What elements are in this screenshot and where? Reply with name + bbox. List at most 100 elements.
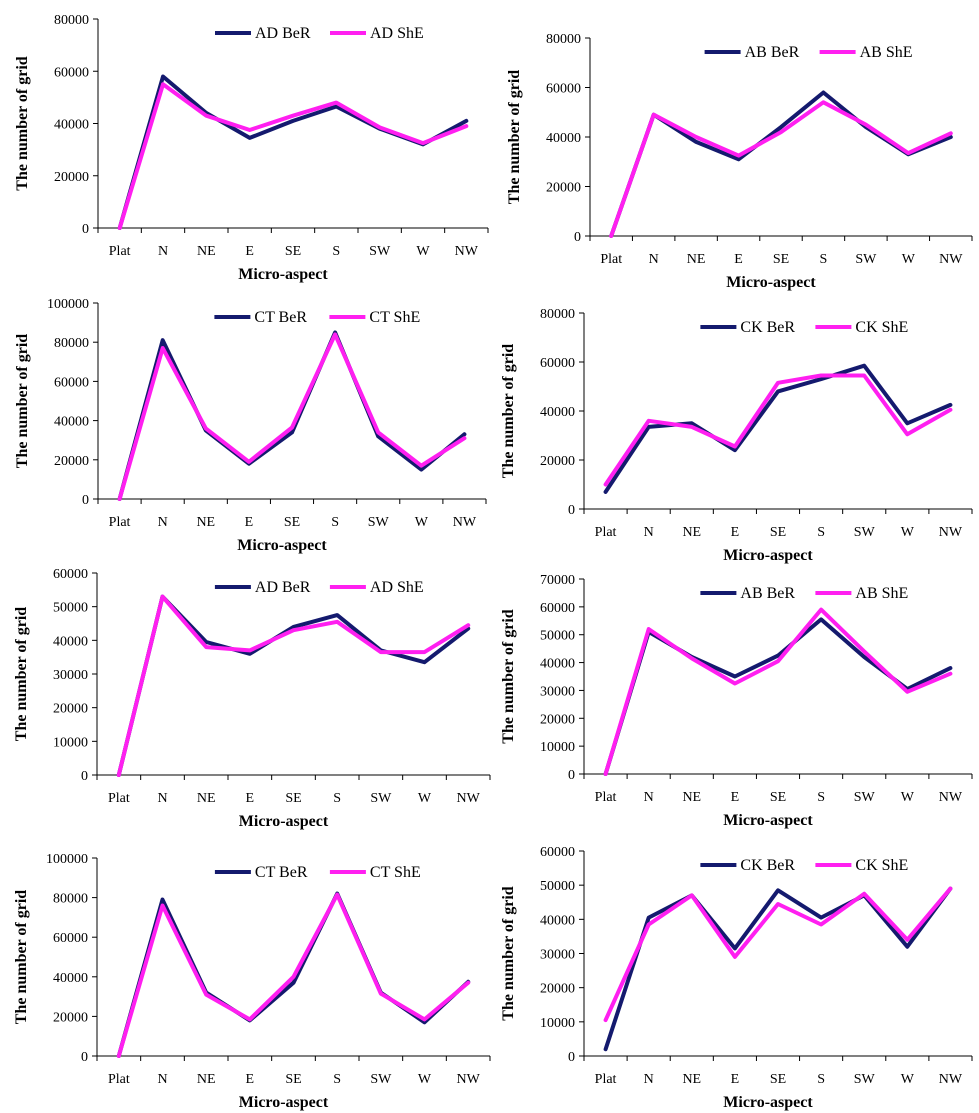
chart-panel-1: 0 20000 40000 60000 80000 Plat N NE E SE S SW W NW Mic… bbox=[14, 13, 489, 283]
x-tick-label: NE bbox=[196, 515, 215, 530]
x-tick-label: E bbox=[246, 1072, 255, 1087]
y-tick-label: 10000 bbox=[540, 1016, 575, 1031]
y-tick-label: 100000 bbox=[47, 297, 89, 312]
y-tick-label: 80000 bbox=[540, 307, 575, 322]
x-axis-title: Micro-aspect bbox=[238, 266, 328, 283]
legend: CK BeR CK ShE bbox=[700, 857, 908, 874]
y-axis-title: The number of grid bbox=[13, 890, 30, 1024]
legend-label: AD ShE bbox=[370, 25, 424, 42]
chart-panel-3: 0 20000 40000 60000 80000 100000 Plat N NE E SE S SW… bbox=[14, 297, 487, 554]
x-tick-label: E bbox=[734, 252, 743, 267]
y-tick-label: 100000 bbox=[46, 852, 88, 867]
y-tick-label: 0 bbox=[568, 1050, 575, 1065]
x-tick-label: SW bbox=[370, 791, 392, 806]
y-tick-label: 30000 bbox=[540, 684, 575, 699]
x-tick-label: S bbox=[817, 525, 825, 540]
legend-label: CK BeR bbox=[740, 319, 795, 336]
x-tick-label: Plat bbox=[108, 1072, 130, 1087]
x-tick-label: S bbox=[817, 790, 825, 805]
x-tick-label: E bbox=[731, 1072, 740, 1087]
y-tick-label: 40000 bbox=[53, 634, 88, 649]
y-tick-label: 0 bbox=[574, 230, 581, 245]
y-tick-label: 20000 bbox=[54, 170, 89, 185]
legend-label: CT BeR bbox=[254, 309, 307, 326]
x-tick-label: NW bbox=[457, 791, 481, 806]
x-axis-title: Micro-aspect bbox=[237, 537, 327, 554]
x-tick-label: S bbox=[817, 1072, 825, 1087]
x-tick-label: N bbox=[644, 1072, 654, 1087]
y-tick-label: 20000 bbox=[540, 712, 575, 727]
y-tick-label: 40000 bbox=[546, 131, 581, 146]
legend-label: CK ShE bbox=[855, 319, 908, 336]
y-tick-label: 20000 bbox=[54, 454, 89, 469]
x-axis-title: Micro-aspect bbox=[723, 812, 813, 829]
x-tick-label: SE bbox=[285, 791, 301, 806]
x-tick-label: Plat bbox=[595, 790, 617, 805]
series-line-ad-she bbox=[117, 82, 469, 230]
y-tick-label: 50000 bbox=[540, 629, 575, 644]
x-tick-label: N bbox=[157, 1072, 167, 1087]
x-tick-label: NW bbox=[939, 1072, 963, 1087]
y-tick-label: 60000 bbox=[540, 601, 575, 616]
y-tick-label: 60000 bbox=[54, 375, 89, 390]
x-tick-label: Plat bbox=[109, 515, 131, 530]
x-tick-label: Plat bbox=[595, 525, 617, 540]
y-tick-label: 80000 bbox=[54, 13, 89, 28]
chart-panel-4: 0 20000 40000 60000 80000 Plat N NE E SE S SW W NW Mic… bbox=[500, 307, 973, 564]
y-tick-label: 40000 bbox=[540, 657, 575, 672]
x-tick-label: NE bbox=[682, 790, 701, 805]
chart-panel-7: 0 20000 40000 60000 80000 100000 Plat N NE E SE S SW… bbox=[13, 852, 491, 1111]
x-tick-label: E bbox=[245, 515, 254, 530]
x-tick-label: N bbox=[644, 525, 654, 540]
y-axis-title: The number of grid bbox=[500, 609, 517, 743]
x-tick-label: W bbox=[418, 791, 432, 806]
series-line-ct-she bbox=[117, 332, 467, 501]
x-tick-label: NW bbox=[457, 1072, 481, 1087]
x-tick-label: NW bbox=[939, 252, 963, 267]
y-tick-label: 60000 bbox=[540, 356, 575, 371]
x-tick-label: NE bbox=[197, 791, 216, 806]
series-line-ct-she bbox=[116, 892, 471, 1058]
x-tick-label: E bbox=[731, 790, 740, 805]
y-tick-label: 50000 bbox=[53, 601, 88, 616]
legend-label: AD BeR bbox=[255, 579, 311, 596]
x-tick-label: Plat bbox=[595, 1072, 617, 1087]
x-axis-title: Micro-aspect bbox=[723, 1094, 813, 1111]
y-axis-title: The number of grid bbox=[506, 70, 523, 204]
x-tick-label: W bbox=[416, 244, 430, 259]
x-tick-label: E bbox=[246, 791, 255, 806]
chart-panel-2: 0 20000 40000 60000 80000 Plat N NE E SE S SW W NW Mic… bbox=[506, 32, 973, 291]
y-tick-label: 60000 bbox=[546, 82, 581, 97]
x-tick-label: SE bbox=[770, 1072, 786, 1087]
y-tick-label: 50000 bbox=[540, 879, 575, 894]
y-tick-label: 40000 bbox=[54, 118, 89, 133]
x-tick-label: E bbox=[245, 244, 254, 259]
x-tick-label: NE bbox=[197, 244, 216, 259]
x-tick-label: E bbox=[731, 525, 740, 540]
y-tick-label: 60000 bbox=[53, 567, 88, 582]
x-tick-label: SW bbox=[854, 790, 876, 805]
x-tick-label: W bbox=[902, 252, 916, 267]
y-tick-label: 0 bbox=[82, 222, 89, 237]
x-tick-label: NE bbox=[687, 252, 706, 267]
x-tick-label: Plat bbox=[108, 791, 130, 806]
legend-label: CT ShE bbox=[369, 309, 420, 326]
series-line-ck-ber bbox=[603, 363, 953, 494]
series-line-ad-she bbox=[116, 594, 471, 777]
x-tick-label: S bbox=[333, 1072, 341, 1087]
y-tick-label: 80000 bbox=[54, 336, 89, 351]
x-tick-label: N bbox=[644, 790, 654, 805]
y-tick-label: 10000 bbox=[53, 735, 88, 750]
y-tick-label: 60000 bbox=[53, 931, 88, 946]
y-tick-label: 80000 bbox=[53, 892, 88, 907]
x-tick-label: SW bbox=[854, 525, 876, 540]
legend-label: AD ShE bbox=[370, 579, 424, 596]
x-tick-label: S bbox=[333, 791, 341, 806]
legend-label: CK ShE bbox=[855, 857, 908, 874]
y-axis-title: The number of grid bbox=[14, 56, 31, 190]
y-tick-label: 10000 bbox=[540, 740, 575, 755]
y-axis-title: The number of grid bbox=[13, 607, 30, 741]
legend-label: CK BeR bbox=[740, 857, 795, 874]
x-tick-label: SE bbox=[773, 252, 789, 267]
